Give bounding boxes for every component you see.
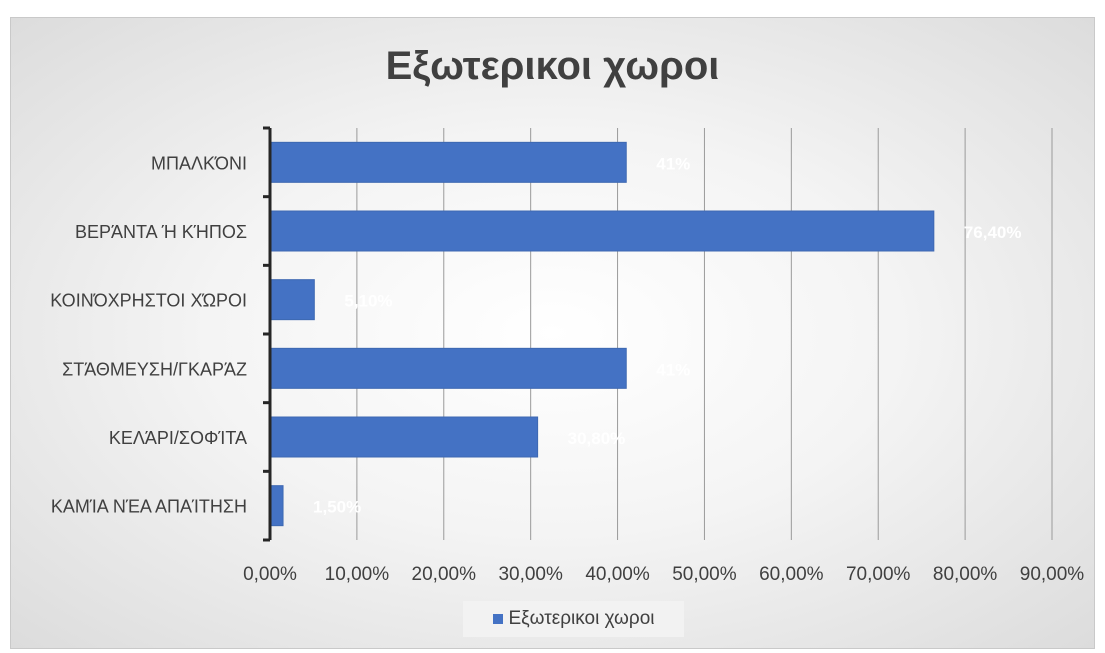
legend-swatch <box>492 614 503 624</box>
x-tick-label: 0,00% <box>243 564 297 585</box>
data-label: 5,10% <box>344 292 392 311</box>
chart-title: Εξωτερικοι χωροι <box>385 44 720 88</box>
bar <box>269 210 935 252</box>
category-label: ΚΟΙΝΌΧΡΗΣΤΟΙ ΧΏΡΟΙ <box>50 291 247 311</box>
chart-area <box>10 17 1095 649</box>
x-tick-label: 90,00% <box>1020 564 1085 585</box>
bar <box>269 141 627 183</box>
category-label: ΣΤΆΘΜΕΥΣΗ/ΓΚΑΡΆΖ <box>62 359 247 379</box>
bar <box>269 485 284 527</box>
data-labels: 41% 76,40% 5,10% 41% 30,80% 1,50% <box>313 154 1021 516</box>
x-tick-label: 70,00% <box>846 564 911 585</box>
data-label: 30,80% <box>568 429 626 448</box>
x-tick-label: 50,00% <box>672 564 737 585</box>
bar <box>269 416 539 458</box>
x-tick-label: 40,00% <box>585 564 650 585</box>
legend-label: Εξωτερικοι χωροι <box>508 608 655 629</box>
category-axis <box>263 126 272 542</box>
gridlines <box>356 128 1053 540</box>
category-label: ΚΑΜΊΑ ΝΈΑ ΑΠΑΊΤΗΣΗ <box>51 497 247 517</box>
bars <box>269 141 935 527</box>
bar <box>269 279 315 321</box>
data-label: 1,50% <box>313 498 361 517</box>
data-label: 76,40% <box>964 223 1022 242</box>
x-tick-label: 30,00% <box>498 564 563 585</box>
category-label: ΚΕΛΆΡΙ/ΣΟΦΊΤΑ <box>109 428 247 448</box>
category-label: ΜΠΑΛΚΌΝΙ <box>151 153 247 173</box>
category-labels: ΜΠΑΛΚΌΝΙ ΒΕΡΆΝΤΑ Ή ΚΉΠΟΣ ΚΟΙΝΌΧΡΗΣΤΟΙ ΧΏΡΟ… <box>50 153 247 516</box>
x-tick-label: 80,00% <box>933 564 998 585</box>
value-axis-labels: 0,00% 10,00% 20,00% 30,00% 40,00% 50,00% 60,00… <box>243 564 1084 585</box>
legend: Εξωτερικοι χωροι <box>463 601 684 637</box>
bar <box>269 347 627 389</box>
data-label: 41% <box>656 154 690 173</box>
category-label: ΒΕΡΆΝΤΑ Ή ΚΉΠΟΣ <box>75 222 247 242</box>
x-tick-label: 20,00% <box>412 564 477 585</box>
x-tick-label: 10,00% <box>325 564 390 585</box>
x-tick-label: 60,00% <box>759 564 824 585</box>
data-label: 41% <box>656 360 690 379</box>
